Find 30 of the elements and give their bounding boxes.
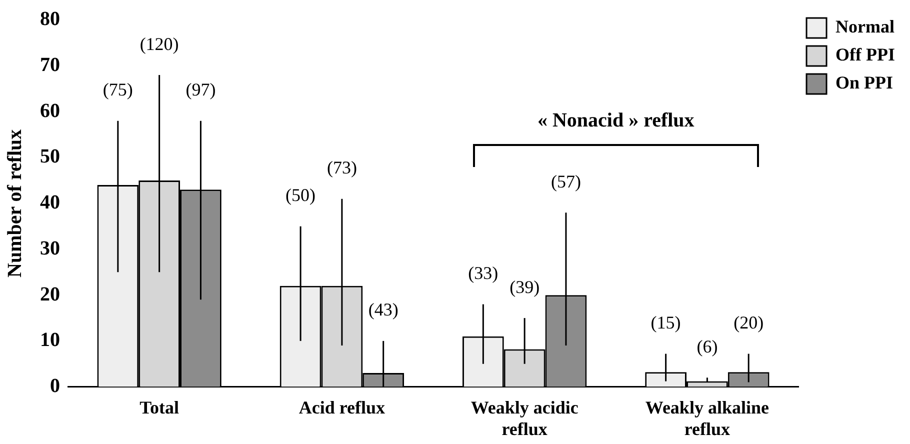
annotation: (75) bbox=[102, 80, 133, 100]
y-tick-label: 20 bbox=[40, 283, 60, 306]
annotation: (20) bbox=[734, 312, 764, 333]
y-axis-title: Number of reflux bbox=[4, 129, 26, 278]
legend-label: Normal bbox=[836, 16, 894, 37]
y-tick-label: 30 bbox=[40, 237, 60, 260]
y-tick-label: 0 bbox=[50, 374, 60, 397]
x-tick-label: Total bbox=[140, 397, 179, 418]
annotation: (33) bbox=[468, 263, 498, 284]
x-tick-label: Weakly alkaline reflux bbox=[645, 397, 769, 439]
annotation: (50) bbox=[286, 185, 316, 206]
legend-label: On PPI bbox=[836, 72, 894, 93]
annotation: (15) bbox=[650, 312, 681, 333]
x-tick-label: Acid reflux bbox=[298, 397, 386, 418]
y-tick-label: 40 bbox=[40, 192, 60, 214]
annotation: (73) bbox=[326, 158, 357, 178]
y-tick-label: 10 bbox=[40, 329, 60, 352]
y-tick-label: 50 bbox=[40, 146, 60, 168]
annotation: (43) bbox=[368, 300, 398, 320]
legend-label: Off PPI bbox=[836, 44, 895, 65]
annotation: (97) bbox=[186, 80, 216, 100]
x-tick-label: Weakly acidic reflux bbox=[470, 397, 578, 439]
y-tick-label: 70 bbox=[40, 54, 60, 76]
annotation: (39) bbox=[510, 276, 540, 297]
annotation: « Nonacid » reflux bbox=[537, 109, 694, 132]
annotation: (6) bbox=[696, 336, 718, 356]
annotation: (120) bbox=[140, 34, 179, 54]
annotation: (57) bbox=[550, 171, 581, 192]
y-tick-label: 80 bbox=[40, 8, 60, 30]
y-tick-label: 60 bbox=[40, 100, 60, 122]
